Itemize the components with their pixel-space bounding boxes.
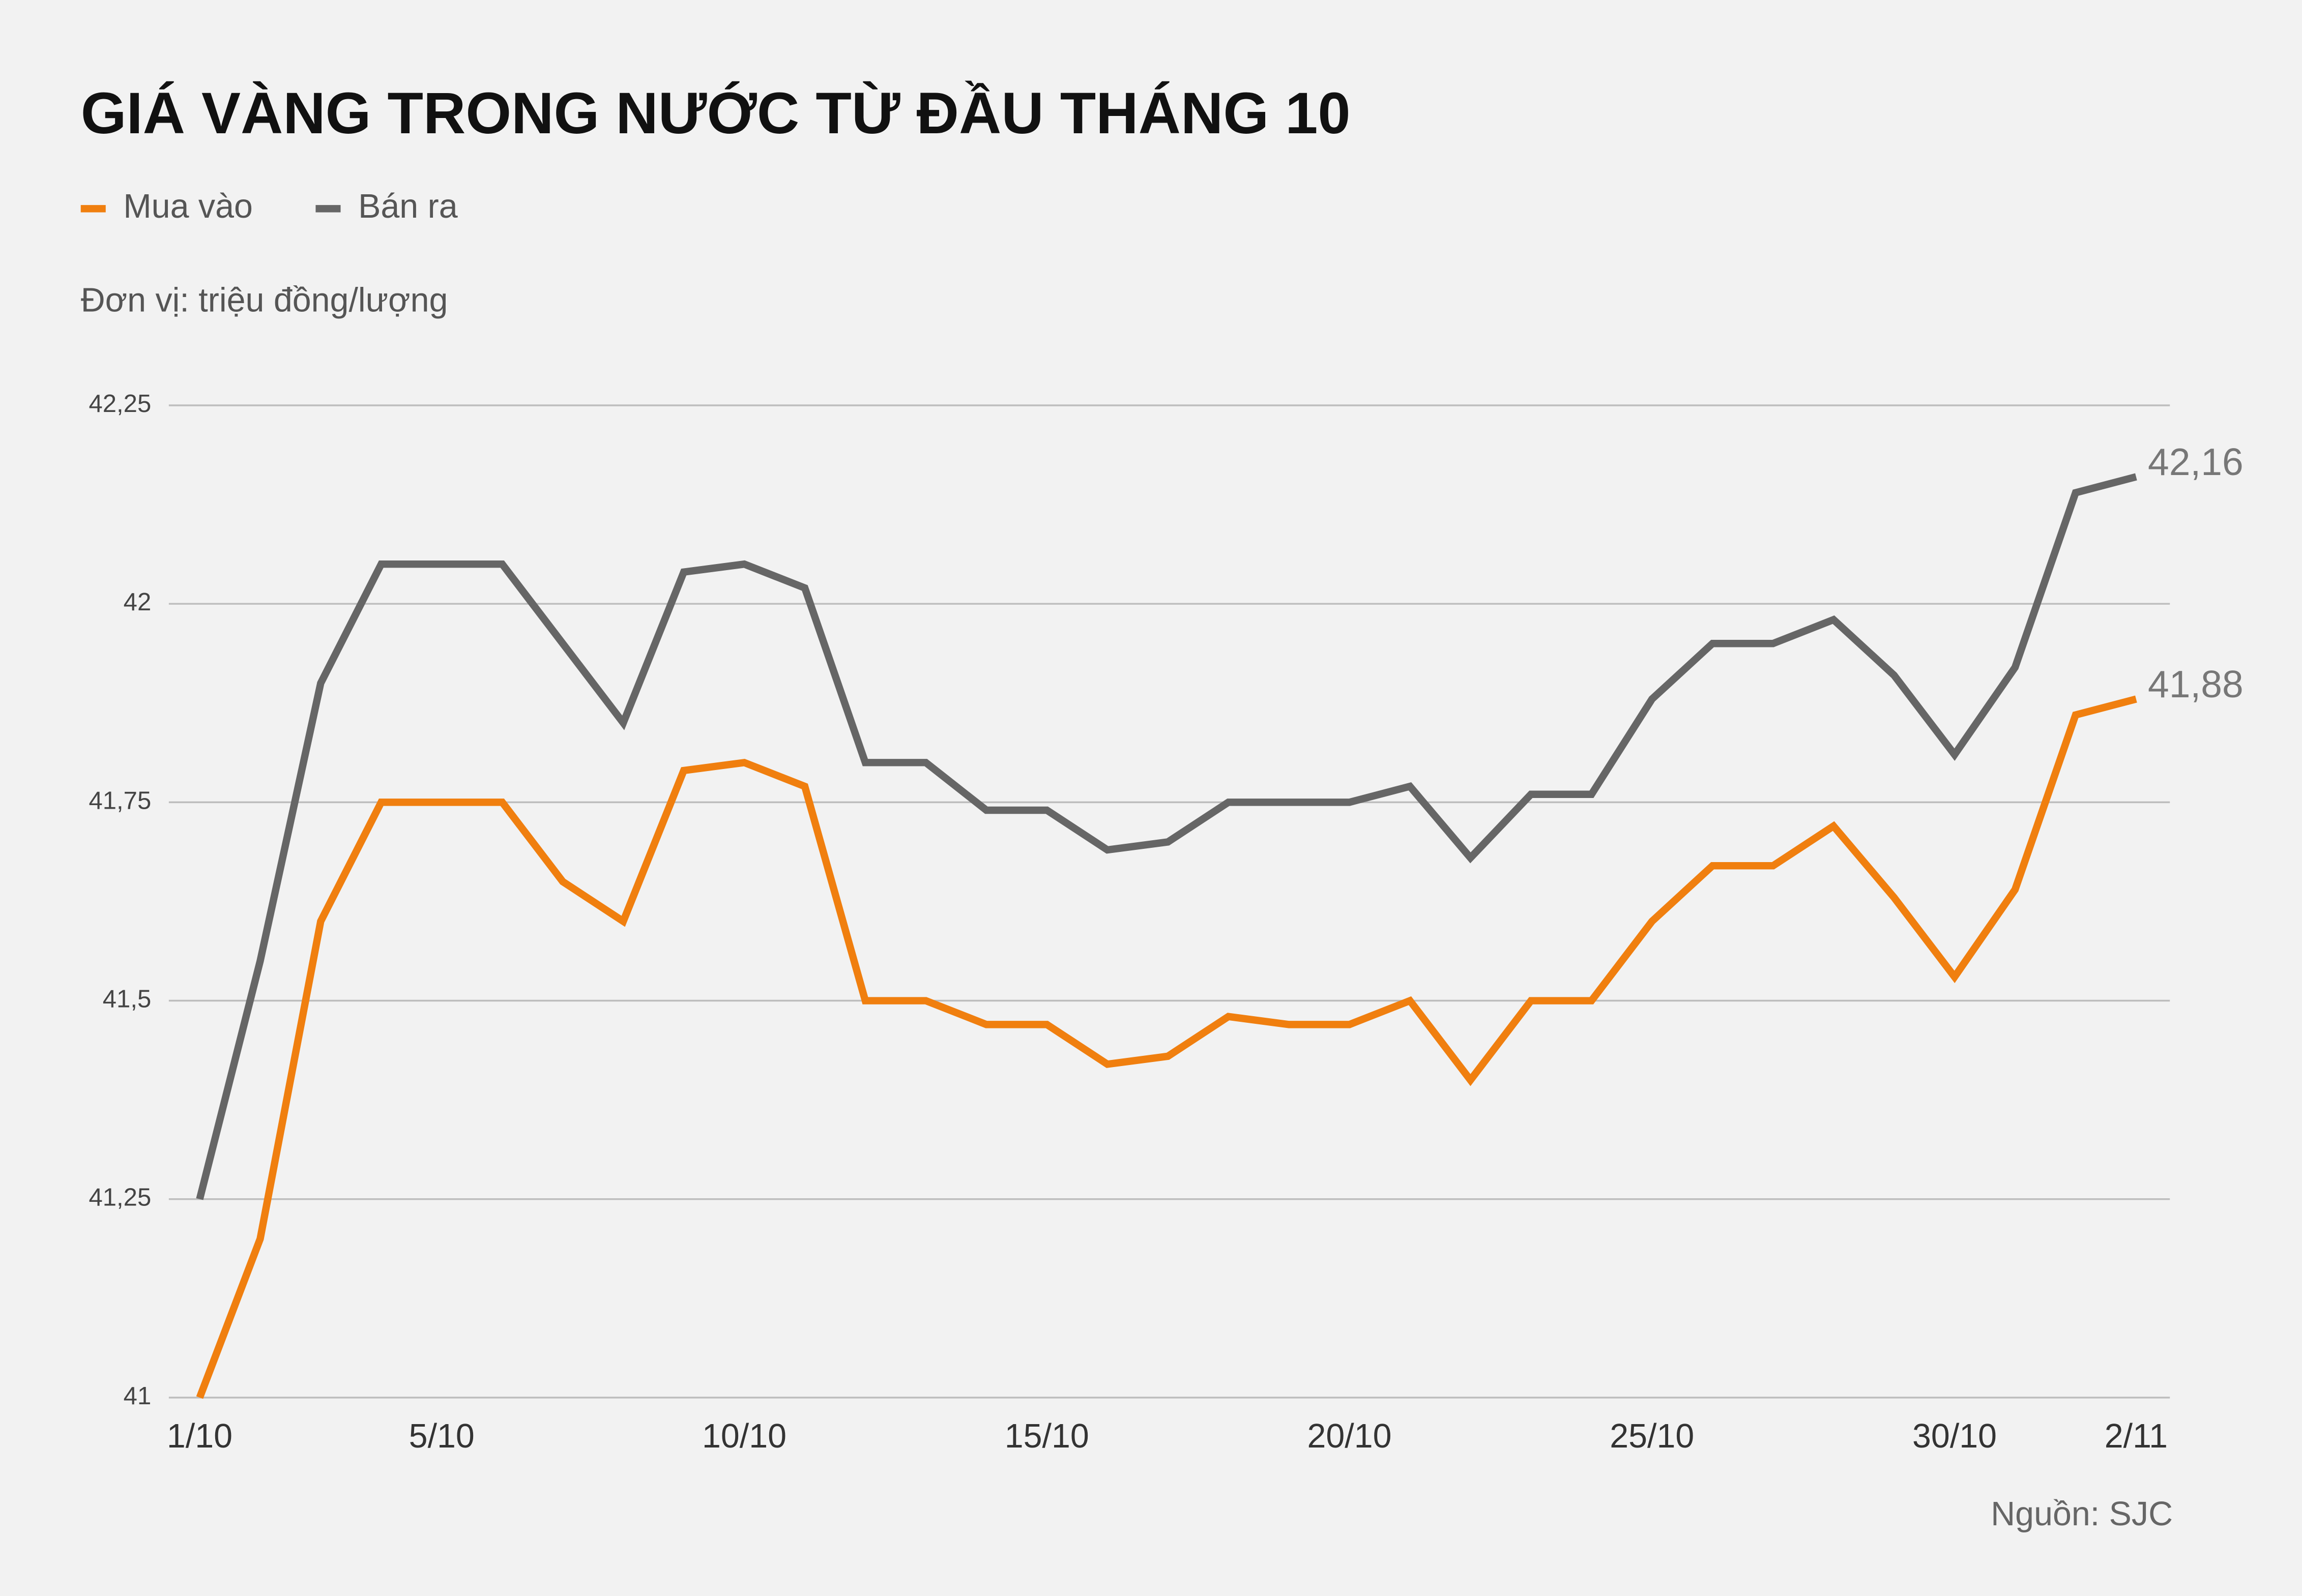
source: Nguồn: SJC [1991, 1495, 2173, 1533]
y-tick-label: 42 [124, 588, 152, 616]
x-tick-label: 10/10 [702, 1417, 786, 1455]
x-tick-label: 20/10 [1307, 1417, 1392, 1455]
unit-label: Đơn vị: triệu đồng/lượng [81, 282, 448, 319]
y-tick-label: 41,25 [89, 1184, 151, 1211]
x-tick-label: 1/10 [167, 1417, 232, 1455]
x-tick-label: 30/10 [1912, 1417, 1997, 1455]
y-tick-label: 41,5 [103, 985, 151, 1013]
y-tick-label: 41 [124, 1382, 152, 1410]
series-line [196, 695, 2137, 1399]
series-line [196, 473, 2137, 1200]
chart-title: GIÁ VÀNG TRONG NƯỚC TỪ ĐẦU THÁNG 10 [81, 81, 1351, 146]
x-tick-label: 5/10 [409, 1417, 475, 1455]
legend-label: Mua vào [123, 188, 253, 225]
x-tick-label: 25/10 [1610, 1417, 1694, 1455]
legend-label: Bán ra [358, 188, 458, 225]
value-label: 41,88 [2148, 663, 2243, 705]
y-tick-label: 42,25 [89, 390, 151, 418]
y-tick-label: 41,75 [89, 787, 151, 814]
x-tick-label: 15/10 [1005, 1417, 1089, 1455]
x-tick-label: 2/11 [2105, 1417, 2168, 1455]
value-label: 42,16 [2148, 440, 2243, 483]
